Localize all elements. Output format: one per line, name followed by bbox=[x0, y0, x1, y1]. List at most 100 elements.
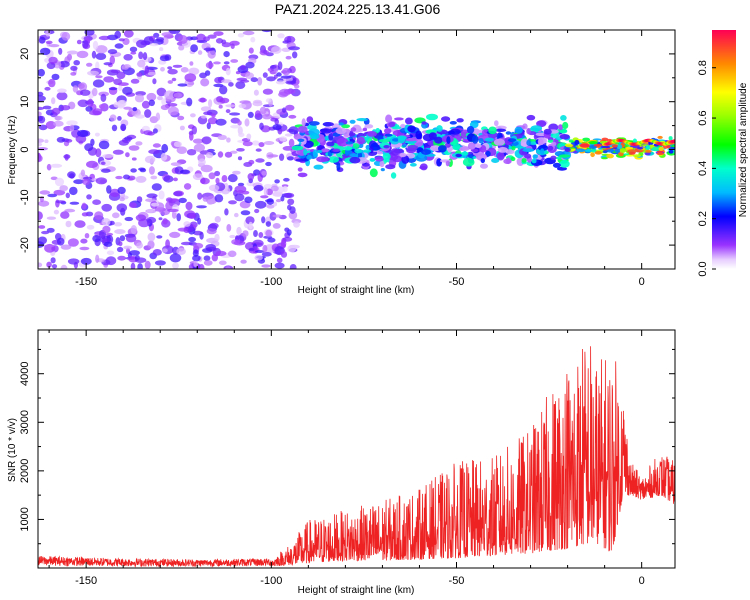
spectrogram-cell bbox=[86, 194, 92, 200]
spectrogram-cell bbox=[146, 208, 154, 213]
spectrogram-cell bbox=[109, 114, 117, 122]
spectrogram-cell bbox=[177, 115, 185, 121]
spectrogram-cell bbox=[42, 105, 52, 110]
spectrogram-cell bbox=[165, 201, 174, 211]
spectrogram-cell bbox=[526, 114, 536, 121]
spectrogram-cell bbox=[297, 172, 308, 178]
spectrogram-cell bbox=[548, 123, 559, 132]
spectrogram-cell bbox=[271, 46, 282, 54]
spectrogram-cell bbox=[65, 138, 73, 143]
spectrogram-cell bbox=[132, 107, 138, 112]
snr-y-tick-label: 2000 bbox=[19, 459, 31, 483]
spectrogram-cell bbox=[449, 121, 457, 125]
spectrogram-cell bbox=[625, 146, 634, 150]
spectrogram-cell bbox=[179, 125, 185, 131]
spectrogram-cell bbox=[306, 154, 312, 160]
spectrogram-cell bbox=[38, 36, 46, 44]
spectrogram-cell bbox=[611, 144, 618, 148]
spectrogram-cell bbox=[497, 147, 509, 153]
spectrogram-cell bbox=[288, 126, 299, 135]
spectrogram-cell bbox=[109, 188, 121, 198]
spectrogram-cell bbox=[356, 118, 368, 122]
spectrogram-cell bbox=[108, 87, 118, 91]
spectrogram-cell bbox=[95, 177, 108, 185]
spectrogram-cell bbox=[189, 61, 194, 66]
spectrogram-cell bbox=[207, 49, 216, 59]
spectrogram-cell bbox=[461, 151, 469, 156]
spectrogram-cell bbox=[602, 150, 608, 154]
spectrogram-cell bbox=[67, 258, 80, 265]
spectrogram-cell bbox=[380, 168, 385, 172]
spectrogram-cell bbox=[383, 145, 390, 149]
spectrogram-cell bbox=[38, 200, 50, 207]
spectrogram-cell bbox=[146, 92, 157, 102]
spectrogram-cell bbox=[159, 55, 170, 62]
spectrogram-cell bbox=[114, 30, 121, 39]
spectrogram-cell bbox=[288, 138, 295, 148]
spectrogram-cell bbox=[219, 97, 230, 104]
spectrogram-cell bbox=[64, 154, 69, 161]
spectrogram-cell bbox=[531, 158, 537, 164]
spectrogram-cell bbox=[532, 154, 538, 159]
spectrogram-cell bbox=[80, 89, 91, 96]
spectrogram-cell bbox=[375, 128, 381, 133]
spectrogram-cell bbox=[253, 89, 259, 96]
spectrogram-cell bbox=[558, 154, 571, 158]
spectrogram-cell bbox=[81, 202, 87, 210]
spectrogram-cell bbox=[600, 145, 611, 149]
spectrogram-cell bbox=[224, 208, 229, 216]
spectrogram-cell bbox=[98, 35, 111, 41]
spectrogram-cell bbox=[84, 30, 95, 36]
spectrogram-cell bbox=[436, 158, 442, 167]
spectrogram-cell bbox=[215, 250, 227, 257]
spectrogram-cell bbox=[221, 42, 232, 48]
colorbar-tick-label: 0.6 bbox=[697, 110, 709, 125]
spectrogram-cell bbox=[242, 230, 249, 237]
spectrogram-cell bbox=[80, 169, 86, 177]
spectrogram-cell bbox=[51, 97, 56, 105]
spectrogram-cell bbox=[165, 197, 173, 203]
spectrogram-cell bbox=[258, 232, 264, 238]
spectrogram-cell bbox=[225, 67, 231, 76]
spectrogram-cell bbox=[623, 153, 630, 156]
spectrogram-cell bbox=[254, 110, 261, 118]
spectrogram-cell bbox=[255, 250, 265, 253]
spectrogram-cell bbox=[282, 185, 288, 193]
spectrogram-cell bbox=[234, 185, 247, 193]
spectrogram-cell bbox=[87, 98, 94, 108]
spectrogram-cell bbox=[46, 163, 52, 171]
spectrogram-cell bbox=[84, 233, 90, 239]
spectrogram-cell bbox=[584, 149, 593, 153]
spectrogram-cell bbox=[146, 66, 158, 70]
spectrogram-cell bbox=[100, 93, 107, 102]
spectrogram-cell bbox=[349, 119, 356, 124]
spectrogram-cell bbox=[218, 104, 223, 109]
spectrogram-cell bbox=[193, 230, 203, 236]
spectrogram-cell bbox=[193, 242, 204, 249]
spectrogram-cell bbox=[279, 153, 285, 161]
spectrogram-cell bbox=[98, 140, 110, 150]
spectrogram-cell bbox=[482, 129, 489, 137]
spectrogram-cell bbox=[135, 175, 147, 183]
spectrogram-cell bbox=[219, 85, 228, 95]
spectrogram-cell bbox=[150, 175, 158, 180]
spectrogram-cell bbox=[223, 51, 230, 58]
spectrogram-cell bbox=[101, 203, 112, 212]
spectrogram-cell bbox=[321, 148, 329, 153]
spectrogram-cell bbox=[601, 157, 608, 160]
spectrogram-cell bbox=[226, 224, 232, 232]
snr-x-axis-label: Height of straight line (km) bbox=[298, 585, 415, 596]
spectrogram-cell bbox=[69, 124, 75, 132]
spectrogram-cell bbox=[308, 128, 320, 137]
spectrogram-cell bbox=[45, 40, 53, 45]
spectrogram-cell bbox=[205, 244, 217, 251]
spectrogram-cell bbox=[144, 155, 156, 164]
spectrogram-cell bbox=[645, 145, 651, 150]
spectrogram-cell bbox=[138, 51, 144, 60]
spectrogram-cell bbox=[76, 39, 82, 45]
spectrogram-cell bbox=[272, 201, 278, 207]
spectrogram-cell bbox=[192, 255, 201, 262]
spectrogram-cell bbox=[148, 99, 155, 107]
spectrogram-cell bbox=[484, 137, 495, 142]
spectrogram-cell bbox=[120, 123, 127, 132]
